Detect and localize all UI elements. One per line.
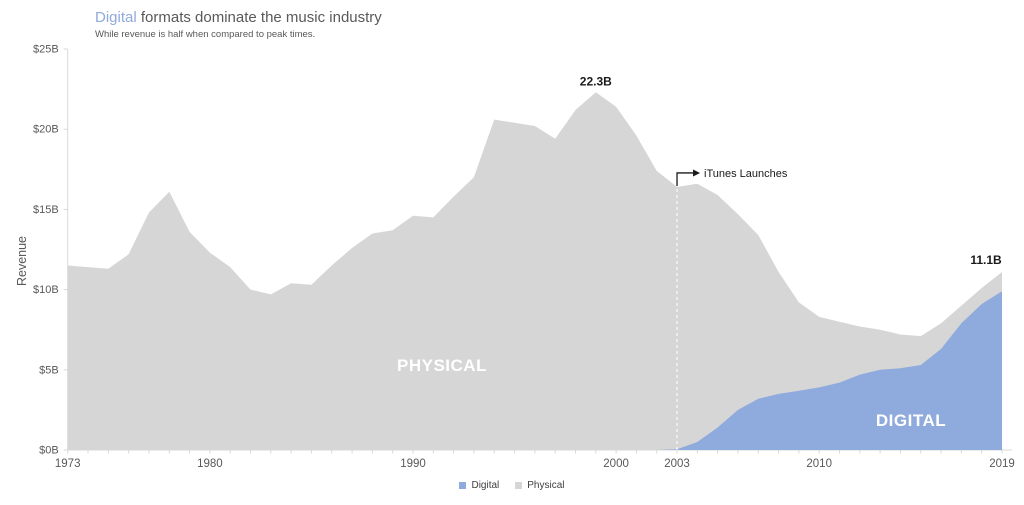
chart-header: Digital formats dominate the music indus…	[95, 9, 382, 40]
x-tick-label: 2003	[664, 458, 690, 470]
end-value-label: 11.1B	[970, 253, 1002, 267]
y-tick-label: $10B	[33, 284, 59, 296]
y-tick-label: $25B	[33, 44, 59, 56]
legend-swatch-digital-icon	[459, 482, 467, 489]
x-tick-label: 1980	[197, 458, 223, 470]
chart-subtitle: While revenue is half when compared to p…	[95, 29, 316, 40]
digital-area-label: DIGITAL	[876, 411, 946, 430]
legend: Digital Physical	[0, 480, 1024, 491]
chart-title-highlight: Digital	[95, 9, 137, 26]
y-tick-label: $5B	[39, 364, 59, 376]
x-tick-label: 2010	[806, 458, 832, 470]
legend-label-physical: Physical	[527, 480, 565, 491]
x-tick-label: 1990	[400, 458, 426, 470]
legend-label-digital: Digital	[471, 480, 500, 491]
y-axis-title: Revenue	[15, 235, 29, 287]
peak-value-label: 22.3B	[580, 74, 612, 88]
x-tick-label: 1973	[55, 458, 81, 470]
chart-title-rest: formats dominate the music industry	[136, 9, 382, 26]
physical-area-label: PHYSICAL	[397, 356, 487, 375]
y-tick-label: $0B	[39, 445, 59, 457]
itunes-annotation-label: iTunes Launches	[704, 168, 788, 180]
legend-swatch-physical-icon	[515, 482, 523, 489]
itunes-annotation-connector	[676, 172, 694, 186]
physical-area	[67, 92, 1002, 451]
y-tick-label: $20B	[33, 124, 59, 136]
legend-item-physical: Physical	[515, 480, 565, 491]
digital-area	[67, 291, 1002, 450]
arrowhead-icon	[693, 169, 701, 177]
x-tick-label: 2019	[989, 458, 1015, 470]
x-tick-label: 2000	[603, 458, 629, 470]
legend-item-digital: Digital	[459, 480, 499, 491]
y-tick-label: $15B	[33, 204, 59, 216]
chart-title: Digital formats dominate the music indus…	[95, 9, 382, 26]
